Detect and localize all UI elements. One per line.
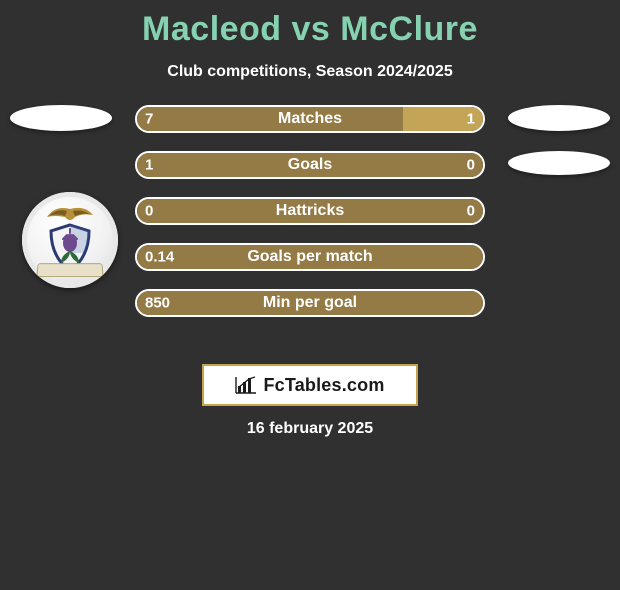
stat-left-value: 1 [145,157,153,174]
stat-left-value: 0.14 [145,249,174,266]
stat-label: Hattricks [276,202,344,220]
fctables-logo-text: FcTables.com [263,375,384,396]
stat-right-value: 1 [467,111,475,128]
stat-label: Goals per match [247,248,372,266]
date-label: 16 february 2025 [0,420,620,438]
stat-right-value: 0 [467,203,475,220]
club-crest [22,192,118,288]
club-crest-inner [35,205,105,275]
stat-right-value: 0 [467,157,475,174]
stat-bar: 1 Goals 0 [135,151,485,179]
stat-row-matches: 7 Matches 1 [0,105,620,151]
stat-bar: 850 Min per goal [135,289,485,317]
stat-bar: 7 Matches 1 [135,105,485,133]
page-subtitle: Club competitions, Season 2024/2025 [0,63,620,81]
stat-label: Min per goal [263,294,357,312]
bar-chart-icon [235,376,257,394]
stat-row-goals: 1 Goals 0 [0,151,620,197]
stat-label: Goals [288,156,332,174]
crest-banner [36,263,103,277]
stat-left-value: 0 [145,203,153,220]
stat-label: Matches [278,110,342,128]
fctables-logo[interactable]: FcTables.com [202,364,418,406]
stat-bar-left [137,107,403,131]
stat-bar: 0.14 Goals per match [135,243,485,271]
stat-row-mpg: 850 Min per goal [0,289,620,335]
stat-left-value: 7 [145,111,153,128]
stat-left-value: 850 [145,295,170,312]
eagle-icon [45,203,95,225]
stat-bar: 0 Hattricks 0 [135,197,485,225]
page-title: Macleod vs McClure [0,10,620,49]
